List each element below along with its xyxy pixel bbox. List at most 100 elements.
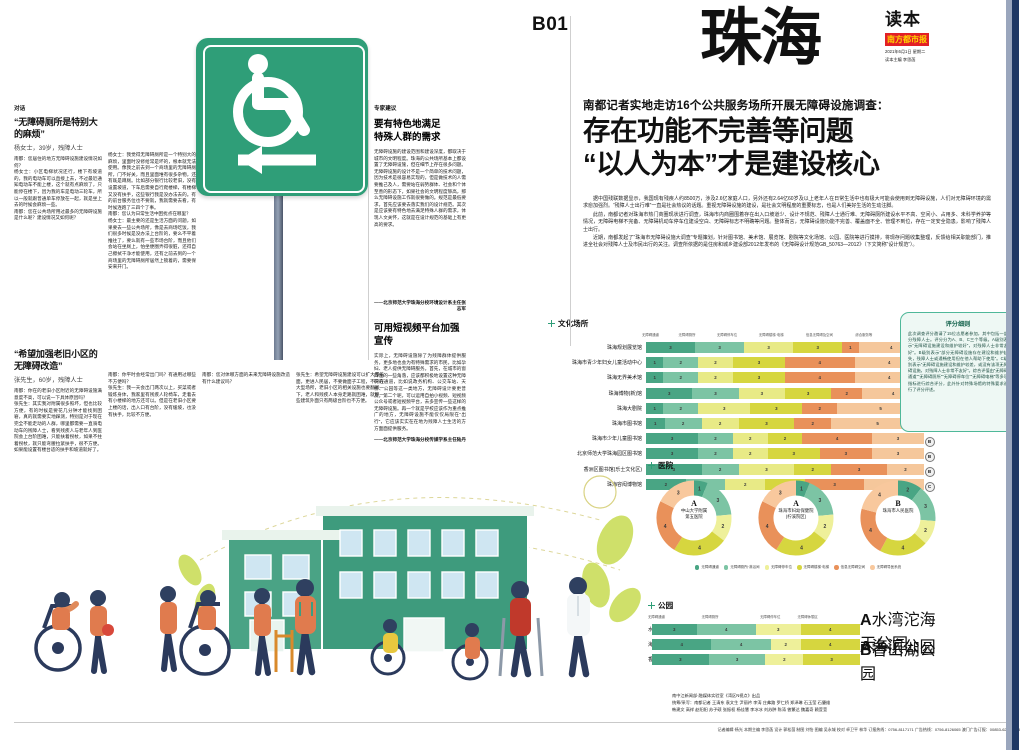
masthead-side: 读本 南方都市报 2021年6月1日 星期二 读本主编 李思菡 (885, 10, 965, 63)
column-header: 无障碍厕所 (678, 333, 696, 337)
plus-icon (548, 320, 555, 327)
donut-name-2: (柠溪院区) (785, 514, 807, 519)
legend-label: 无障碍厕所·淋浴间 (730, 565, 760, 569)
legend-label: 无障碍通道 (701, 565, 719, 569)
park-column-headers: 无障碍通道 无障碍厕所 无障碍停车位 无障碍休憩区 (648, 614, 948, 623)
park-chart-title-row: 公园 (648, 600, 948, 611)
wheelchair-icon (233, 54, 316, 174)
interview-1-qa-2-q: 南都：您认为日常生活中困扰点在哪里？ (108, 211, 191, 217)
donut-value: 2 (906, 488, 909, 494)
chart-row: 海滨公园4424A海滨公园 (648, 638, 948, 656)
bar-segment: 2 (770, 639, 801, 651)
park-chart-section: 公园 无障碍通道 无障碍厕所 无障碍停车位 无障碍休憩区 水湾沱海天公园3434A水湾… (648, 600, 948, 683)
masthead: 珠海 读本 南方都市报 2021年6月1日 星期二 读本主编 李思菡 (700, 6, 970, 96)
bar-segment: 4 (711, 639, 771, 651)
headline-line-1: 存在功能不完善等问题 (583, 115, 854, 146)
hospital-donut-list: 1 3 2 4 4 3 A 中山大学附属 第五医院 1 3 2 4 4 3 A 珠海市妇幼保健院 (柠溪院区) 2 3… (648, 475, 948, 561)
expert-2-title: 可用短视频平台加强宣传 (374, 323, 460, 347)
interview-1-qa-1-q: 南都：您在公共场所用过最多的无障碍设施是什么呢？建设情况又如何呢？ (14, 208, 102, 221)
donut-name: 珠海市人民医院 (882, 508, 914, 513)
legend-dot (834, 565, 839, 570)
donut-value: 4 (664, 524, 667, 530)
interview-2-qa-1-q: 南都：你平时会经常出门吗？有通用过哪些不方便吗？ (108, 372, 196, 384)
donut-segment (674, 531, 724, 556)
credits-line-2: 统筹/采写：南都记者 王清东 袁文生 尹丽衿 李涛 庄弗路 罗仁桥 郑泽琳 石玉… (672, 700, 831, 705)
legend-dot (870, 565, 875, 570)
bar-segment: 3 (819, 448, 872, 460)
bar-segment: 3 (652, 624, 697, 635)
legend-item: 无障碍通道 (694, 565, 719, 570)
bar-segment: 2 (802, 402, 838, 414)
donut-segment (762, 480, 797, 509)
grade-badge: B (924, 445, 935, 463)
column-header: 无障碍通道 (642, 333, 659, 337)
bar-segment: 3 (755, 624, 801, 635)
column-header: 综合服务等 (855, 333, 873, 337)
row-label: 珠海无界美术馆 (606, 375, 642, 382)
interview-2-qa-2-a: 张先生：希望无障碍设施建设可以扩大覆盖面，更进人民居，不要做面子工程，不只在大型… (296, 372, 384, 404)
bar-segment: 4 (800, 624, 860, 635)
chart-row: 珠海市青少年妇女儿童活动中心122344A (548, 356, 948, 371)
masthead-editor: 读本主编 李思菡 (885, 57, 916, 62)
park-chart-title: 公园 (658, 601, 674, 610)
bar-segment: 3 (738, 463, 795, 475)
bar-segment: 4 (800, 639, 860, 651)
donut-segment (914, 519, 936, 544)
dialogue-column-1: 对话 “无障碍厕所是特别大的麻烦” 杨女士，39岁，残障人士 南都：您居住的地方… (14, 104, 102, 222)
bar-segment: 3 (738, 417, 795, 429)
scoring-box-title: 评分细则 (945, 321, 971, 328)
column-header: 无障碍休憩区 (797, 615, 818, 619)
bar-segment: 1 (842, 342, 859, 353)
park-name: B香山湖公园 (860, 641, 936, 683)
row-label: 珠海市青少年妇女儿童活动中心 (571, 360, 642, 367)
page-edge-gray (1006, 0, 1012, 750)
bar-segment: 3 (871, 433, 924, 445)
legend-item: 无障碍导医系统 (870, 565, 901, 570)
donut-name: 珠海市妇幼保健院 (778, 508, 814, 513)
bar-segment: 3 (750, 402, 803, 414)
donut-grade: A (691, 499, 697, 508)
donut-name: 中山大学附属 (680, 508, 708, 513)
plus-icon (648, 462, 655, 469)
bar-segment: 3 (831, 463, 887, 475)
donut-segment (660, 480, 695, 509)
donut-value: 4 (878, 492, 881, 498)
donut-segment (656, 501, 683, 550)
bar-segment: 3 (652, 654, 709, 666)
bar-segment: 2 (794, 463, 832, 475)
people-group (34, 577, 590, 681)
chart-row: 珠海市图书馆122325B (548, 417, 948, 432)
interview-1-title: “无障碍厕所是特别大的麻烦” (14, 117, 98, 139)
interview-1-qa-2-a: 杨女士：最主要的还是生活方面的问题，如果要去一些公共场所，像是去商场吃饭，我们很… (108, 217, 196, 270)
donut-chart: 1 3 2 4 4 3 A 珠海市妇幼保健院 (柠溪院区) (750, 475, 842, 561)
park-name: A水湾沱海天公园 (860, 611, 936, 653)
scoring-box-body: 此次调查评分邀请了15位志愿者参加，其中包括一部分残障人士。评分分为A、B、C三… (908, 331, 1008, 392)
bar-segment: 2 (732, 433, 768, 445)
donut-svg: 1 3 2 4 4 3 (758, 480, 834, 556)
bar-segment: 2 (794, 417, 832, 429)
donut-chart: 2 3 2 4 4 4 B 珠海市人民医院 (852, 475, 944, 561)
bar-segment: 3 (708, 654, 766, 666)
legend-label: 无障碍停车位 (771, 565, 792, 569)
bar-segment: 1 (646, 357, 664, 369)
bar-segment: 4 (854, 357, 924, 369)
dialogue-column-6: 张先生：希望无障碍设施建设可以扩大覆盖面，更进人民居，不要做面子工程，不只在大型… (296, 372, 384, 405)
bar-segment: 3 (732, 372, 785, 384)
donut-segment (795, 480, 810, 498)
chart-row: 珠海无界美术馆122344A (548, 371, 948, 386)
bar-segment: 3 (646, 448, 699, 460)
grade-badge: B (924, 460, 935, 478)
donut-value: 4 (766, 524, 769, 530)
expert-section-label: 专家建议 (374, 106, 397, 112)
bar-segment: 3 (767, 448, 820, 460)
bar-segment: 3 (784, 387, 832, 399)
donut-value: 3 (819, 498, 822, 504)
column-header: 无障碍停车位 (716, 333, 738, 337)
row-label: 珠海博物(新)馆 (608, 390, 642, 397)
bar-segment: 2 (765, 654, 804, 666)
scoring-info-box: 评分细则 此次调查评分邀请了15位志愿者参加，其中包括一部分残障人士。评分分为A… (900, 312, 1016, 432)
bar-segment: 4 (862, 387, 924, 399)
bar-segment: 2 (646, 478, 686, 490)
grade-badge: B (924, 430, 935, 448)
